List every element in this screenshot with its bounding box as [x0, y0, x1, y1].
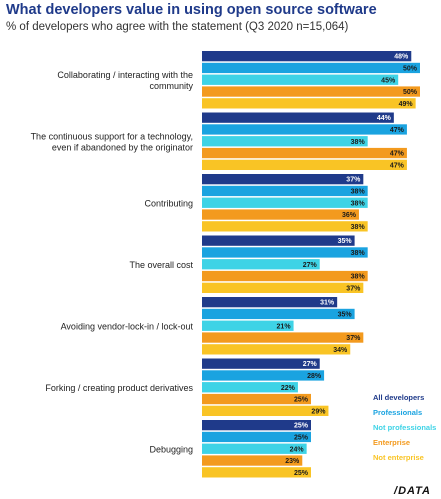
bar — [202, 209, 359, 220]
bar-value-label: 49% — [399, 101, 414, 108]
bar — [202, 235, 355, 246]
bar — [202, 382, 298, 393]
category-label: community — [149, 81, 193, 91]
bar — [202, 159, 407, 170]
bar — [202, 247, 368, 258]
bar — [202, 297, 338, 308]
bar — [202, 308, 355, 320]
bar-value-label: 47% — [390, 151, 405, 158]
bar-value-label: 35% — [338, 312, 353, 319]
bar-value-label: 25% — [294, 423, 309, 430]
bar-value-label: 25% — [294, 470, 309, 477]
bar-value-label: 29% — [311, 408, 326, 415]
bar — [202, 270, 368, 282]
bar-value-label: 50% — [403, 66, 418, 73]
bar — [202, 455, 303, 466]
bar — [202, 344, 351, 355]
category-label: Debugging — [149, 445, 193, 455]
bar — [202, 393, 311, 405]
bar — [202, 185, 368, 197]
bar — [202, 51, 412, 62]
bar-value-label: 45% — [381, 77, 396, 84]
legend-item-professionals: Professionals — [373, 408, 423, 417]
bar — [202, 74, 399, 85]
legend-item-not-professionals: Not professionals — [373, 423, 437, 432]
bar — [202, 420, 311, 431]
bar-value-label: 21% — [277, 323, 292, 330]
bar-value-label: 27% — [303, 361, 318, 368]
bar-value-label: 34% — [333, 347, 348, 354]
category-label: Forking / creating product derivatives — [45, 383, 193, 393]
bar-value-label: 22% — [281, 385, 296, 392]
category-label: The overall cost — [129, 260, 193, 270]
bar-value-label: 37% — [346, 285, 361, 292]
bar — [202, 124, 407, 135]
bar — [202, 431, 311, 443]
bar-value-label: 47% — [390, 162, 405, 169]
bar — [202, 370, 325, 381]
category-label: Collaborating / interacting with the — [57, 70, 193, 80]
bar-value-label: 31% — [320, 300, 335, 307]
bar — [202, 443, 307, 454]
bar — [202, 259, 320, 270]
legend-item-enterprise: Enterprise — [373, 438, 411, 447]
bar — [202, 112, 394, 123]
legend-item-not-enterprise: Not enterprise — [373, 453, 424, 462]
bar — [202, 320, 294, 331]
chart-title: What developers value in using open sour… — [6, 2, 377, 18]
bar — [202, 98, 416, 109]
bar-value-label: 35% — [338, 238, 353, 245]
bar-value-label: 36% — [342, 212, 357, 219]
bar-value-label: 23% — [285, 458, 300, 465]
bar-value-label: 37% — [346, 177, 361, 184]
bar — [202, 174, 364, 185]
bar-value-label: 24% — [290, 446, 305, 453]
bar-value-label: 38% — [351, 250, 366, 257]
bar-value-label: 37% — [346, 335, 361, 342]
bar-value-label: 28% — [307, 373, 322, 380]
jetbrains-data-logo: /DATA — [394, 485, 431, 497]
category-label: The continuous support for a technology, — [31, 132, 193, 142]
bar — [202, 282, 364, 293]
chart-subtitle: % of developers who agree with the state… — [6, 21, 349, 33]
bar — [202, 467, 311, 478]
bar — [202, 221, 368, 232]
bar-value-label: 38% — [351, 274, 366, 281]
bar-value-label: 25% — [294, 397, 309, 404]
bar-value-label: 38% — [351, 224, 366, 231]
bar-value-label: 25% — [294, 435, 309, 442]
bar-value-label: 44% — [377, 115, 392, 122]
category-label: Contributing — [144, 199, 193, 209]
category-label: even if abandoned by the originator — [52, 143, 193, 153]
bar-value-label: 27% — [303, 262, 318, 269]
bar-value-label: 38% — [351, 139, 366, 146]
bar-value-label: 50% — [403, 89, 418, 96]
bar — [202, 197, 368, 208]
legend-item-all-developers: All developers — [373, 393, 425, 402]
bar — [202, 86, 420, 97]
bar-value-label: 38% — [351, 189, 366, 196]
bar — [202, 405, 329, 416]
bar — [202, 332, 364, 343]
bar — [202, 147, 407, 159]
bar — [202, 62, 420, 74]
bar-value-label: 48% — [394, 54, 409, 61]
category-label: Avoiding vendor-lock-in / lock-out — [61, 322, 194, 332]
bar — [202, 358, 320, 369]
bar-value-label: 47% — [390, 127, 405, 134]
bar — [202, 136, 368, 147]
bar-value-label: 38% — [351, 200, 366, 207]
